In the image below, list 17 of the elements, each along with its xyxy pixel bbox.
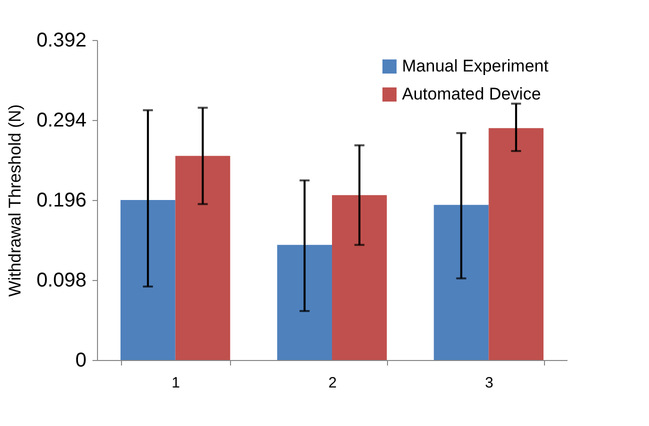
x-tick-label: 3 (484, 374, 494, 392)
y-tick-label: 0.294 (36, 110, 86, 132)
y-tick-label: 0.098 (36, 270, 86, 292)
legend-label: Automated Device (402, 84, 541, 104)
bar (277, 244, 332, 360)
bar (488, 128, 544, 360)
x-tick-label: 1 (172, 374, 180, 392)
x-tick-label: 2 (328, 374, 337, 392)
bar (175, 156, 230, 360)
bar (434, 204, 489, 360)
y-tick-label: 0.196 (36, 190, 86, 212)
bar (120, 200, 176, 360)
y-tick-label: 0 (75, 350, 86, 372)
legend-label: Manual Experiment (402, 56, 549, 76)
bar (332, 195, 387, 360)
y-tick-label: 0.392 (36, 30, 86, 52)
y-axis-title: Withdrawal Threshold (N) (5, 104, 24, 297)
